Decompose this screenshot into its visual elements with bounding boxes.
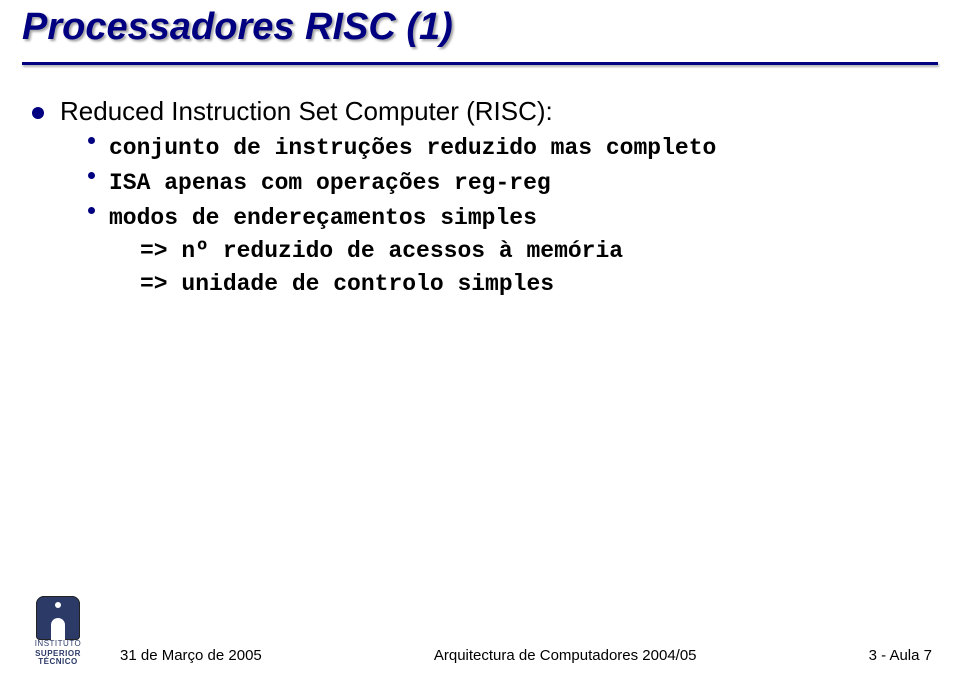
bullet-level2: modos de endereçamentos simples — [88, 203, 932, 234]
ist-arch-gap — [51, 618, 65, 640]
footer: 31 de Março de 2005 Arquitectura de Comp… — [0, 647, 960, 664]
footer-page: 3 - Aula 7 — [869, 647, 932, 664]
bullet1-text: Reduced Instruction Set Computer (RISC): — [60, 96, 553, 127]
sub2-text: ISA apenas com operações reg-reg — [109, 168, 551, 199]
sub1-text: conjunto de instruções reduzido mas comp… — [109, 133, 716, 164]
arrow-line: => unidade de controlo simples — [140, 269, 932, 300]
slide-title: Processadores RISC (1) — [22, 6, 453, 49]
bullet-level2: conjunto de instruções reduzido mas comp… — [88, 133, 932, 164]
subbullet-dot-icon — [88, 137, 95, 144]
footer-course: Arquitectura de Computadores 2004/05 — [434, 647, 697, 664]
ist-arch-icon — [36, 596, 80, 640]
subbullet-dot-icon — [88, 207, 95, 214]
bullet-level1: Reduced Instruction Set Computer (RISC): — [32, 96, 932, 127]
bullet-level2: ISA apenas com operações reg-reg — [88, 168, 932, 199]
arrow2-text: => unidade de controlo simples — [140, 269, 932, 300]
footer-date: 31 de Março de 2005 — [120, 647, 262, 664]
arrow-line: => nº reduzido de acessos à memória — [140, 236, 932, 267]
slide: Processadores RISC (1) Reduced Instructi… — [0, 0, 960, 678]
subbullet-dot-icon — [88, 172, 95, 179]
bullet-dot-icon — [32, 107, 44, 119]
arrow1-text: => nº reduzido de acessos à memória — [140, 236, 932, 267]
content-area: Reduced Instruction Set Computer (RISC):… — [32, 96, 932, 300]
title-rule — [22, 62, 938, 65]
sub3-text: modos de endereçamentos simples — [109, 203, 537, 234]
